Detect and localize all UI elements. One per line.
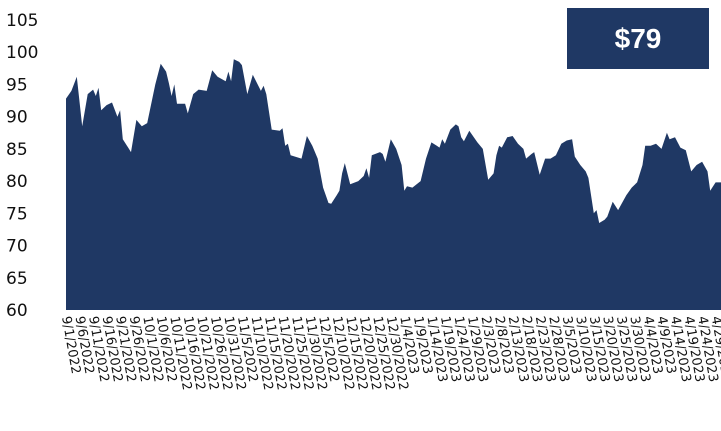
price-area bbox=[66, 59, 721, 310]
y-tick-label: 85 bbox=[6, 140, 28, 160]
y-tick-label: 95 bbox=[6, 75, 28, 95]
y-tick-label: 75 bbox=[6, 204, 28, 224]
y-axis: 60 65 70 75 80 85 90 95 100 105 bbox=[6, 11, 38, 321]
area-layer bbox=[66, 59, 721, 310]
current-price-badge: $79 bbox=[567, 8, 709, 69]
y-tick-label: 105 bbox=[6, 11, 38, 31]
x-axis: 9/1/20229/6/20229/11/20229/16/20229/21/2… bbox=[58, 315, 721, 391]
y-tick-label: 80 bbox=[6, 172, 28, 192]
y-tick-label: 70 bbox=[6, 237, 28, 257]
y-tick-label: 65 bbox=[6, 269, 28, 289]
y-tick-label: 90 bbox=[6, 108, 28, 128]
y-tick-label: 100 bbox=[6, 43, 38, 63]
y-tick-label: 60 bbox=[6, 301, 28, 321]
